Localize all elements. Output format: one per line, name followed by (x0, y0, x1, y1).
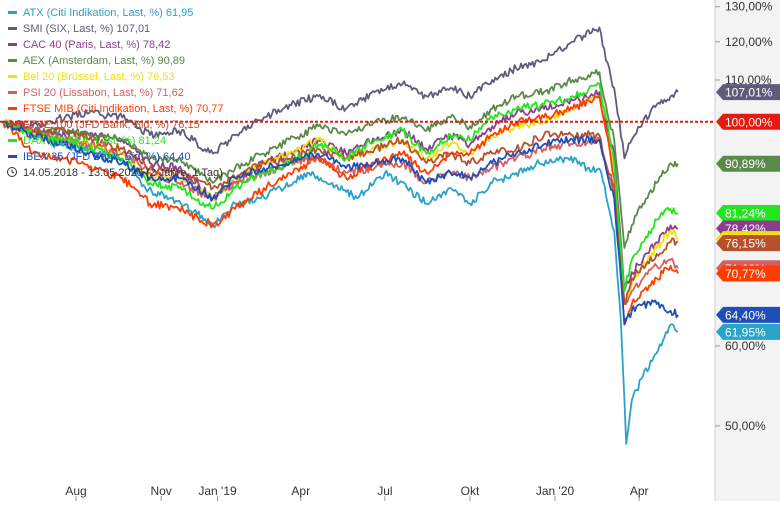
value-badge: 90,89% (716, 155, 780, 172)
badge-shape (716, 235, 780, 252)
y-axis: 130,00% 120,00% 110,00% 60,00% 50,00% (715, 0, 773, 433)
legend-entry: FTSE 100 (JFD Bank, Bid, %) 76,15 (8, 119, 200, 131)
date-range: 14.05.2018 - 13.05.2020 (2 Jahre, 1 Tag) (7, 167, 223, 179)
x-tick-label: Aug (65, 484, 86, 498)
badge-shape (716, 265, 780, 282)
badge-label: 81,24% (725, 206, 766, 220)
legend-entry: Bel 20 (Brüssel, Last, %) 76,53 (8, 71, 175, 83)
legend-swatch (8, 75, 17, 78)
x-tick-label: Okt (461, 484, 480, 498)
clock-icon (7, 167, 17, 177)
value-badge: 81,24% (716, 204, 780, 221)
legend-swatch (8, 27, 17, 30)
legend-label: FTSE MIB (Citi Indikation, Last, %) 70,7… (23, 103, 224, 115)
legend-swatch (8, 43, 17, 46)
legend-entry: DAX (XETRA, Last, %) 81,24 (8, 135, 166, 147)
value-badge: 70,77% (716, 265, 780, 282)
badge-label: 61,95% (725, 325, 766, 339)
legend-label: IBEX 35 (JFD Bank, Bid, %) 64,40 (23, 151, 191, 163)
y-tick-label: 50,00% (725, 419, 766, 433)
badge-shape (716, 323, 780, 340)
legend-label: PSI 20 (Lissabon, Last, %) 71,62 (23, 87, 184, 99)
x-axis: Aug Nov Jan '19 Apr Jul Okt Jan '20 Apr (65, 484, 649, 501)
y-tick-label: 110,00% (725, 73, 772, 87)
legend-swatch (8, 91, 17, 94)
legend-swatch (8, 139, 17, 142)
value-badge: 61,95% (716, 323, 780, 340)
x-tick-label: Apr (630, 484, 649, 498)
series-line (2, 68, 679, 249)
x-tick-label: Jan '19 (198, 484, 237, 498)
series-line (2, 26, 679, 160)
legend-label: DAX (XETRA, Last, %) 81,24 (23, 135, 166, 147)
badge-label: 107,01% (725, 86, 773, 100)
badge-shape (716, 84, 780, 101)
legend-label: Bel 20 (Brüssel, Last, %) 76,53 (23, 71, 175, 83)
clock-hands (11, 169, 15, 174)
y-tick-label: 120,00% (725, 35, 773, 49)
legend-entry: SMI (SIX, Last, %) 107,01 (8, 23, 150, 35)
badge-label: 100,00% (725, 115, 773, 129)
value-badge: 64,40% (716, 306, 780, 323)
badge-shape (716, 306, 780, 323)
value-badges: 107,01%100,00%90,89%81,24%78,42%76,53%76… (716, 84, 780, 340)
series-lines (2, 26, 679, 445)
legend-label: FTSE 100 (JFD Bank, Bid, %) 76,15 (23, 119, 200, 131)
legend: ATX (Citi Indikation, Last, %) 61,95 SMI … (7, 7, 224, 179)
legend-entry: AEX (Amsterdam, Last, %) 90,89 (8, 55, 185, 67)
legend-label: CAC 40 (Paris, Last, %) 78,42 (23, 39, 170, 51)
value-badge: 107,01% (716, 84, 780, 101)
value-badge: 76,15% (716, 235, 780, 252)
value-badge: 100,00% (716, 113, 780, 130)
series-line (2, 82, 679, 292)
legend-swatch (8, 59, 17, 62)
x-tick-label: Nov (150, 484, 171, 498)
x-tick-label: Jan '20 (536, 484, 575, 498)
y-tick-label: 130,00% (725, 0, 773, 14)
badge-label: 90,89% (725, 157, 766, 171)
legend-entry: FTSE MIB (Citi Indikation, Last, %) 70,7… (8, 103, 224, 115)
badge-shape (716, 113, 780, 130)
legend-swatch (8, 155, 17, 158)
legend-entry: PSI 20 (Lissabon, Last, %) 71,62 (8, 87, 184, 99)
legend-label: AEX (Amsterdam, Last, %) 90,89 (23, 55, 185, 67)
x-tick-label: Apr (291, 484, 310, 498)
legend-label: ATX (Citi Indikation, Last, %) 61,95 (23, 7, 193, 19)
date-range-label: 14.05.2018 - 13.05.2020 (2 Jahre, 1 Tag) (23, 167, 223, 179)
badge-label: 64,40% (725, 308, 766, 322)
badge-shape (716, 204, 780, 221)
legend-swatch (8, 11, 17, 14)
x-tick-label: Jul (377, 484, 392, 498)
legend-swatch (8, 107, 17, 110)
series-line (2, 120, 679, 326)
legend-entry: CAC 40 (Paris, Last, %) 78,42 (8, 39, 170, 51)
y-tick-label: 60,00% (725, 339, 766, 353)
legend-label: SMI (SIX, Last, %) 107,01 (23, 23, 150, 35)
legend-swatch (8, 123, 17, 126)
badge-shape (716, 155, 780, 172)
badge-label: 70,77% (725, 267, 766, 281)
series-line (2, 95, 679, 326)
legend-entry: ATX (Citi Indikation, Last, %) 61,95 (8, 7, 193, 19)
legend-entry: IBEX 35 (JFD Bank, Bid, %) 64,40 (8, 151, 191, 163)
badge-label: 76,15% (725, 237, 766, 251)
